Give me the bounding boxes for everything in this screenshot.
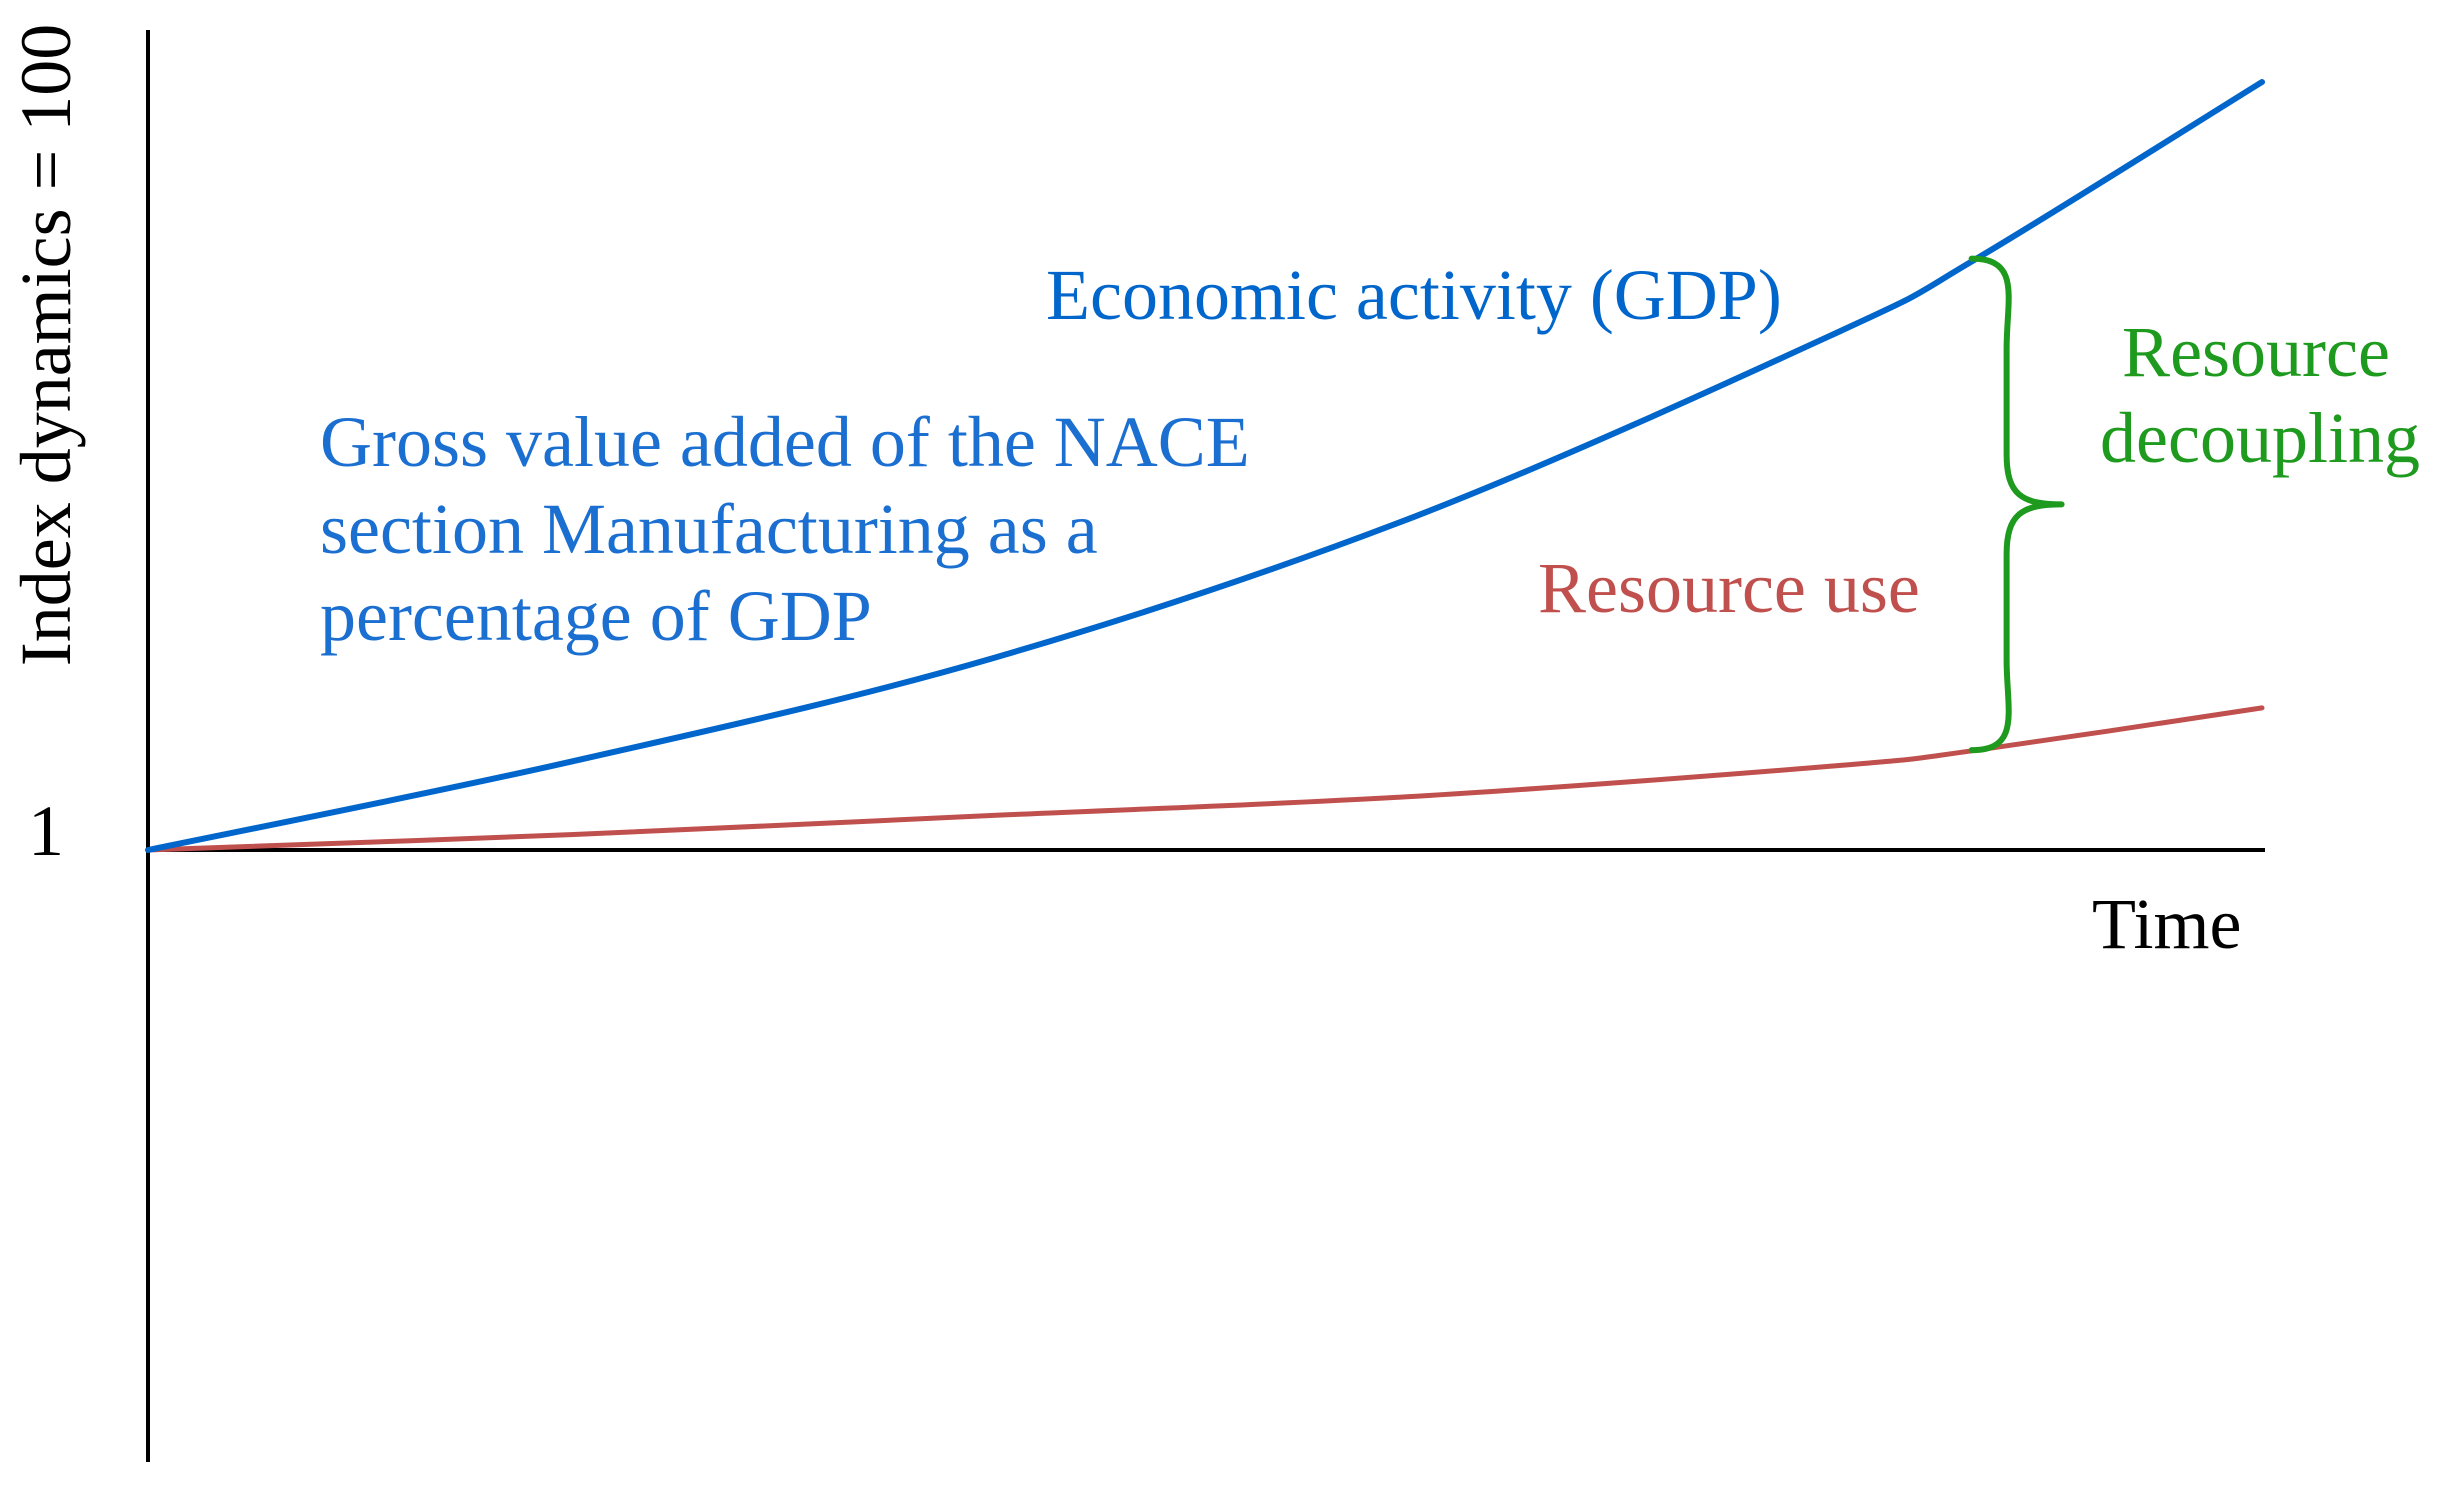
series-label-gdp: Economic activity (GDP) [1046, 255, 1782, 335]
annotation-manufacturing-line-3: percentage of GDP [320, 576, 872, 656]
x-axis-label: Time [2092, 884, 2241, 964]
series-label-resource-use: Resource use [1538, 548, 1920, 628]
annotation-manufacturing-line-1: Gross value added of the NACE [320, 402, 1250, 482]
series-line-resource-use [145, 705, 2265, 853]
annotation-manufacturing-line-2: section Manufacturing as a [320, 489, 1098, 569]
y-axis-label: Index dynamics = 100 [6, 24, 86, 666]
annotation-decoupling-line-2: decoupling [2100, 398, 2420, 478]
decoupling-brace [1968, 255, 2065, 754]
y-tick-label-1: 1 [28, 791, 64, 871]
annotation-decoupling-line-1: Resource [2122, 312, 2390, 392]
